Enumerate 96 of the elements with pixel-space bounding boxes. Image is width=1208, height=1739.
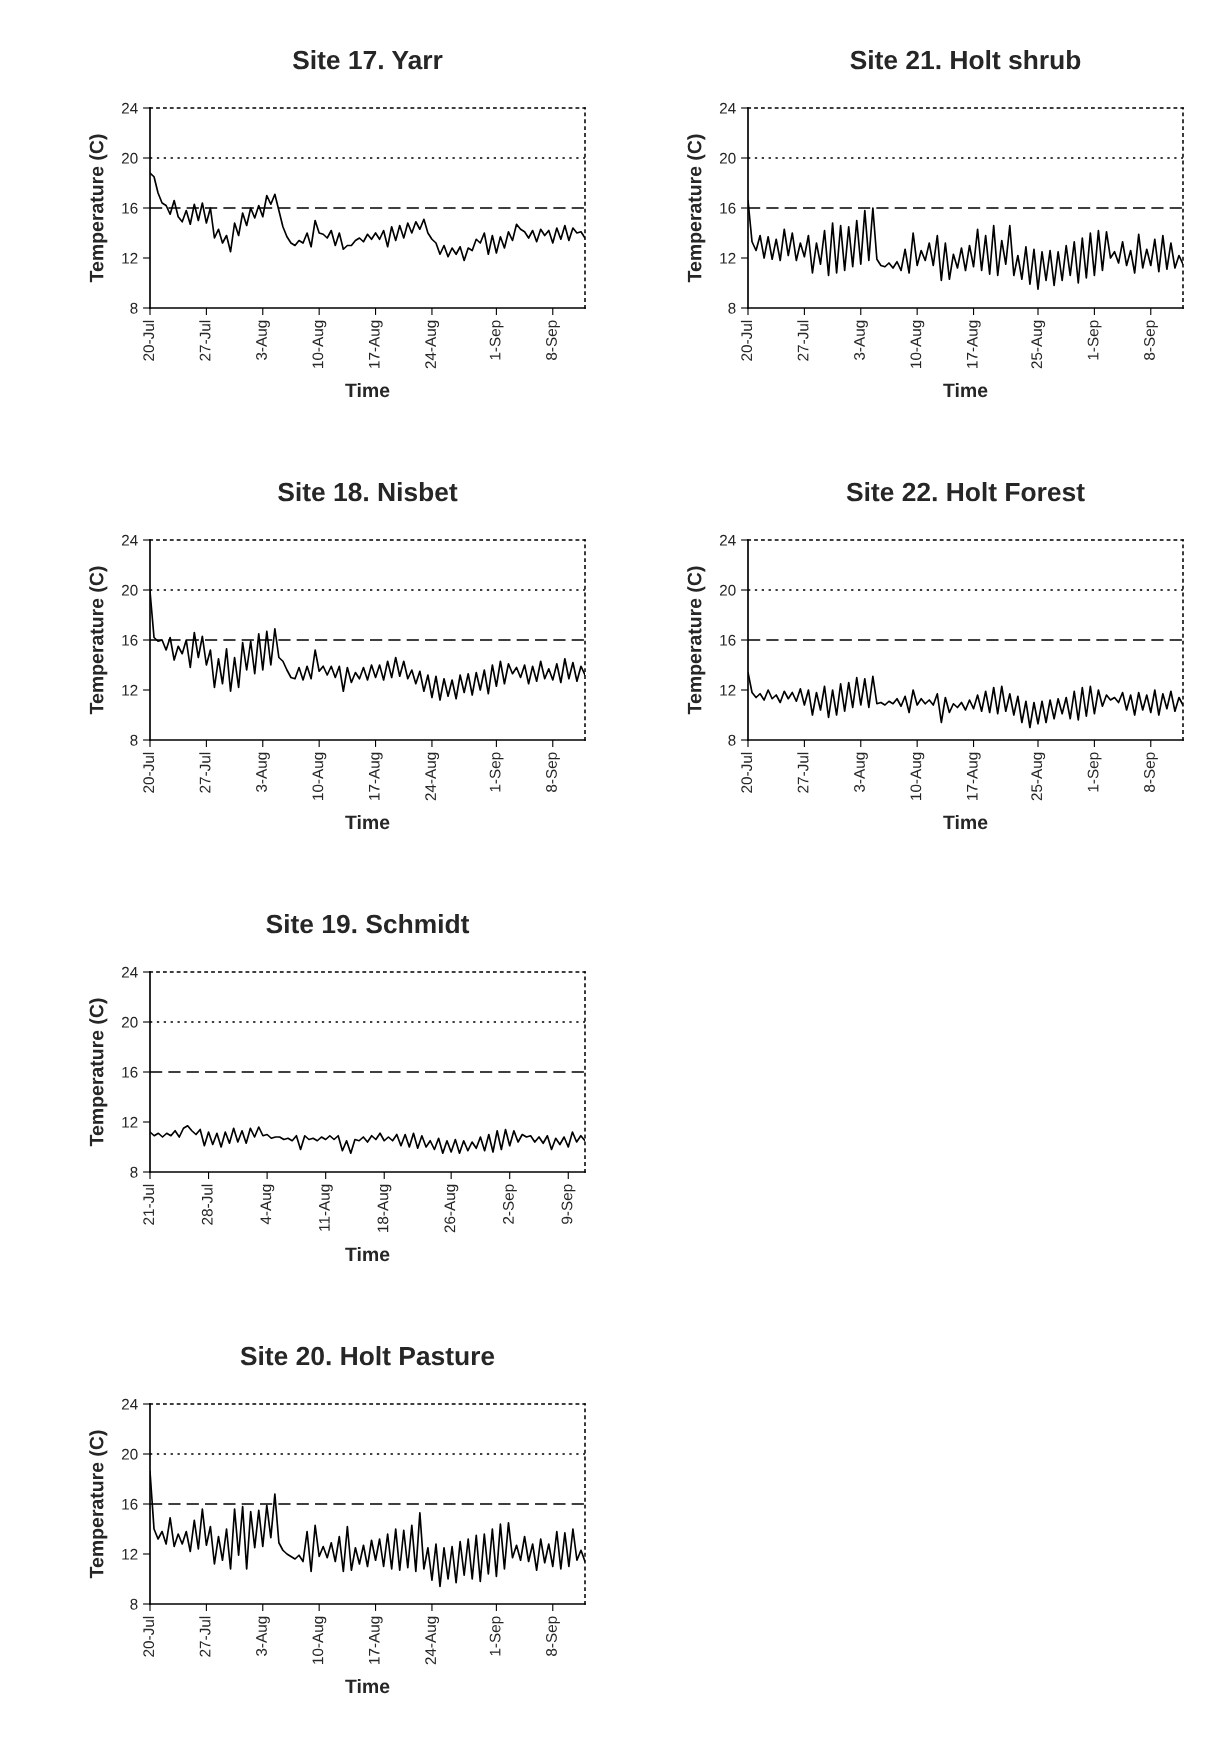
y-tick-label: 20 <box>719 584 736 596</box>
y-tick-label: 12 <box>720 252 736 264</box>
x-tick-label: 17-Aug <box>967 752 981 800</box>
y-tick-label: 16 <box>122 1066 138 1078</box>
y-tick-label: 24 <box>121 1398 138 1410</box>
x-tick-label: 8-Sep <box>546 752 560 792</box>
x-tick-label: 25-Aug <box>1031 752 1046 801</box>
x-tick-label: 26-Aug <box>444 1184 459 1233</box>
y-tick-label: 8 <box>130 302 138 314</box>
y-tick-label: 8 <box>130 1166 138 1178</box>
x-tick-label: 1-Sep <box>489 320 504 360</box>
x-tick-label: 18-Aug <box>377 1184 392 1232</box>
x-tick-label: 25-Aug <box>1031 320 1046 369</box>
y-tick-label: 8 <box>728 734 736 746</box>
x-tick-label: 8-Sep <box>546 1616 560 1656</box>
x-tick-label: 17-Aug <box>369 1616 383 1664</box>
chart-title: Site 17. Yarr <box>292 49 443 70</box>
x-tick-label: 24-Aug <box>425 320 440 369</box>
y-tick-label: 16 <box>720 202 736 214</box>
y-tick-label: 12 <box>720 684 736 696</box>
y-tick-label: 24 <box>121 534 138 546</box>
y-tick-label: 12 <box>122 684 138 696</box>
y-tick-label: 20 <box>121 152 138 164</box>
x-tick-label: 27-Jul <box>199 752 211 793</box>
x-tick-label: 8-Sep <box>1144 752 1158 792</box>
x-tick-label: 8-Sep <box>1144 320 1158 360</box>
x-tick-label: 17-Aug <box>369 752 383 800</box>
x-tick-label: 24-Aug <box>425 752 440 801</box>
chart-title: Site 21. Holt shrub <box>850 49 1081 70</box>
x-tick-label: 24-Aug <box>425 1616 440 1665</box>
y-tick-label: 20 <box>121 1448 138 1460</box>
y-tick-label: 24 <box>719 534 736 546</box>
y-tick-label: 16 <box>122 1498 138 1510</box>
chart-title: Site 22. Holt Forest <box>846 481 1085 502</box>
y-tick-label: 8 <box>130 734 138 746</box>
x-tick-label: 10-Aug <box>910 752 925 800</box>
x-tick-label: 17-Aug <box>369 320 383 368</box>
x-tick-label: 3-Aug <box>854 320 868 360</box>
x-tick-label: 10-Aug <box>312 752 327 800</box>
chart-title: Site 19. Schmidt <box>266 913 470 934</box>
x-tick-label: 20-Jul <box>142 1616 155 1657</box>
x-tick-label: 10-Aug <box>910 320 925 368</box>
x-tick-label: 17-Aug <box>967 320 981 368</box>
chart-title: Site 18. Nisbet <box>278 481 458 502</box>
y-tick-label: 16 <box>122 634 138 646</box>
y-tick-label: 20 <box>121 584 138 596</box>
y-axis-title: Temperature (C) <box>89 1430 108 1579</box>
y-tick-label: 8 <box>728 302 736 314</box>
x-tick-label: 9-Sep <box>561 1184 576 1224</box>
y-axis-title: Temperature (C) <box>89 998 108 1147</box>
y-axis-title: Temperature (C) <box>89 566 108 715</box>
x-tick-label: 28-Jul <box>201 1184 213 1225</box>
x-axis-title: Time <box>943 382 988 398</box>
x-tick-label: 27-Jul <box>797 752 809 793</box>
x-axis-title: Time <box>345 1246 390 1262</box>
x-tick-label: 20-Jul <box>142 320 155 361</box>
y-tick-label: 20 <box>719 152 736 164</box>
chart-title: Site 20. Holt Pasture <box>240 1345 495 1366</box>
x-tick-label: 27-Jul <box>199 1616 211 1657</box>
x-tick-label: 3-Aug <box>256 1616 270 1656</box>
x-tick-label: 1-Sep <box>489 1616 504 1656</box>
x-tick-label: 20-Jul <box>740 320 753 361</box>
x-tick-label: 21-Jul <box>142 1184 155 1225</box>
y-tick-label: 8 <box>130 1598 138 1610</box>
x-tick-label: 1-Sep <box>1087 320 1102 360</box>
y-axis-title: Temperature (C) <box>687 566 706 715</box>
y-tick-label: 24 <box>121 102 138 114</box>
x-axis-title: Time <box>345 1678 390 1694</box>
x-axis-title: Time <box>943 814 988 830</box>
x-tick-label: 20-Jul <box>740 752 753 793</box>
x-tick-label: 11-Aug <box>319 1184 333 1231</box>
x-tick-label: 20-Jul <box>142 752 155 793</box>
x-tick-label: 10-Aug <box>312 1616 327 1664</box>
x-tick-label: 10-Aug <box>312 320 327 368</box>
x-tick-label: 3-Aug <box>256 752 270 792</box>
y-tick-label: 12 <box>122 1548 138 1560</box>
y-tick-label: 16 <box>122 202 138 214</box>
y-axis-title: Temperature (C) <box>89 134 108 283</box>
x-tick-label: 1-Sep <box>489 752 504 792</box>
x-tick-label: 27-Jul <box>797 320 809 361</box>
x-tick-label: 3-Aug <box>854 752 868 792</box>
x-tick-label: 27-Jul <box>199 320 211 361</box>
y-tick-label: 12 <box>122 252 138 264</box>
x-tick-label: 2-Sep <box>502 1184 517 1224</box>
x-tick-label: 1-Sep <box>1087 752 1102 792</box>
y-axis-title: Temperature (C) <box>687 134 706 283</box>
x-axis-title: Time <box>345 814 390 830</box>
x-tick-label: 8-Sep <box>546 320 560 360</box>
y-tick-label: 12 <box>122 1116 138 1128</box>
x-tick-label: 3-Aug <box>256 320 270 360</box>
y-tick-label: 24 <box>121 966 138 978</box>
y-tick-label: 16 <box>720 634 736 646</box>
y-tick-label: 20 <box>121 1016 138 1028</box>
y-tick-label: 24 <box>719 102 736 114</box>
x-axis-title: Time <box>345 382 390 398</box>
x-tick-label: 4-Aug <box>260 1184 275 1225</box>
